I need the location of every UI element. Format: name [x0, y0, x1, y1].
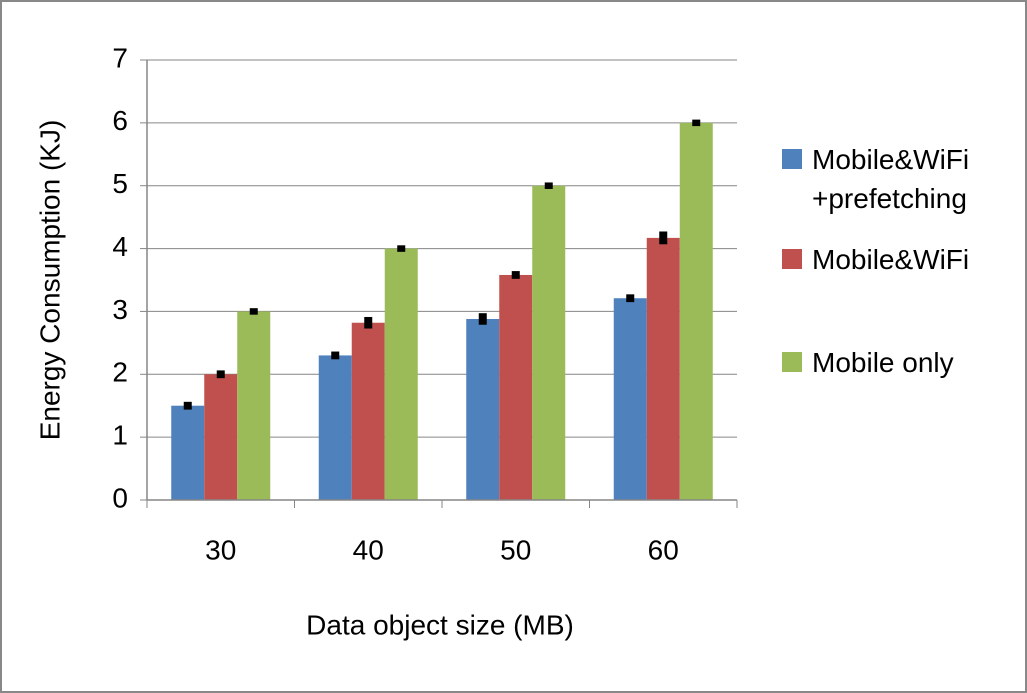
error-bar [397, 245, 406, 252]
x-tick-label: 40 [353, 534, 384, 565]
x-axis-label: Data object size (MB) [306, 609, 574, 640]
bar [532, 185, 566, 500]
error-bar [626, 294, 635, 303]
legend-item: Mobile&WiFi [782, 240, 1002, 279]
error-bar [544, 182, 553, 189]
bar [384, 248, 418, 500]
y-tick-label: 6 [112, 105, 128, 136]
bar [499, 274, 533, 500]
bar [204, 374, 238, 500]
legend-swatch [782, 352, 802, 372]
error-bar [249, 308, 258, 315]
legend-item: Mobile&WiFi +prefetching [782, 140, 1002, 218]
error-bar [216, 370, 225, 379]
error-bar [478, 313, 487, 325]
bar [613, 298, 647, 500]
y-tick-label: 7 [112, 42, 128, 73]
y-tick-label: 5 [112, 168, 128, 199]
bar [171, 405, 205, 500]
legend-label: Mobile only [812, 347, 954, 378]
x-tick-label: 30 [205, 534, 236, 565]
x-tick-label: 60 [648, 534, 679, 565]
error-bar [511, 271, 520, 279]
y-tick-label: 4 [112, 231, 128, 262]
y-tick-label: 1 [112, 420, 128, 451]
bar [646, 237, 680, 500]
y-tick-label: 3 [112, 294, 128, 325]
legend-label: Mobile&WiFi [812, 244, 970, 275]
error-bar [183, 401, 192, 410]
bar [318, 355, 352, 500]
y-tick-label: 2 [112, 357, 128, 388]
legend-label: Mobile&WiFi +prefetching [812, 144, 970, 214]
y-axis-label: Energy Consumption (KJ) [34, 120, 65, 441]
error-bar [331, 351, 340, 360]
legend-swatch [782, 149, 802, 169]
error-bar [692, 119, 701, 127]
bar [466, 318, 500, 500]
legend-swatch [782, 249, 802, 269]
bar [351, 322, 385, 500]
bar [237, 311, 271, 500]
bar [679, 122, 713, 500]
legend-item: Mobile only [782, 343, 1002, 382]
error-bar [364, 316, 373, 329]
x-tick-label: 50 [500, 534, 531, 565]
error-bar [659, 231, 668, 245]
y-tick-label: 0 [112, 482, 128, 513]
